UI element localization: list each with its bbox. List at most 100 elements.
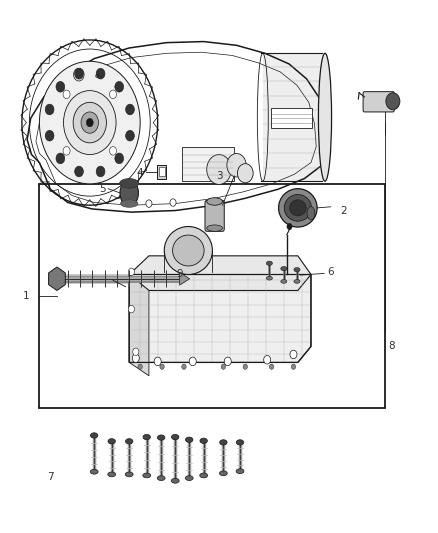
Circle shape (115, 153, 124, 164)
FancyBboxPatch shape (363, 92, 394, 112)
Text: 5: 5 (99, 184, 106, 194)
Ellipse shape (237, 440, 244, 445)
Circle shape (243, 364, 247, 369)
Bar (157, 165, 166, 179)
Ellipse shape (281, 279, 287, 284)
Ellipse shape (90, 433, 98, 438)
Ellipse shape (172, 434, 179, 440)
Circle shape (269, 364, 274, 369)
Circle shape (128, 305, 134, 313)
Text: 1: 1 (23, 291, 30, 301)
Polygon shape (129, 256, 311, 290)
Ellipse shape (164, 227, 212, 274)
Ellipse shape (219, 471, 227, 475)
Circle shape (182, 364, 186, 369)
Ellipse shape (157, 435, 165, 440)
Ellipse shape (90, 470, 98, 474)
Ellipse shape (236, 469, 244, 473)
Circle shape (63, 147, 70, 155)
Circle shape (81, 112, 99, 133)
Ellipse shape (307, 206, 315, 220)
Ellipse shape (266, 261, 272, 265)
Circle shape (154, 357, 161, 366)
Circle shape (126, 104, 134, 115)
Circle shape (160, 364, 164, 369)
Circle shape (45, 131, 54, 141)
Circle shape (221, 364, 226, 369)
Text: 2: 2 (340, 206, 347, 215)
Ellipse shape (120, 180, 138, 206)
Polygon shape (180, 272, 190, 285)
Circle shape (132, 354, 139, 362)
Circle shape (291, 364, 296, 369)
Text: 3: 3 (215, 171, 223, 181)
Circle shape (86, 118, 93, 127)
Circle shape (63, 90, 70, 99)
Circle shape (170, 199, 176, 206)
Circle shape (146, 200, 152, 207)
Ellipse shape (143, 434, 151, 440)
Ellipse shape (294, 268, 300, 272)
Circle shape (138, 364, 142, 369)
Ellipse shape (125, 472, 133, 477)
Bar (159, 167, 165, 176)
Circle shape (126, 131, 134, 141)
Circle shape (207, 155, 231, 184)
Circle shape (237, 164, 253, 183)
Ellipse shape (108, 472, 116, 477)
Circle shape (122, 199, 128, 206)
Ellipse shape (120, 179, 139, 188)
Circle shape (56, 82, 65, 92)
Circle shape (264, 356, 271, 364)
Ellipse shape (157, 476, 165, 481)
Ellipse shape (281, 266, 287, 271)
Ellipse shape (284, 195, 311, 221)
Text: o: o (94, 73, 99, 79)
Circle shape (96, 68, 105, 79)
Circle shape (133, 348, 139, 356)
Circle shape (287, 223, 292, 230)
Ellipse shape (108, 439, 116, 444)
Circle shape (96, 166, 105, 177)
Bar (182, 147, 234, 181)
Ellipse shape (290, 200, 306, 216)
Ellipse shape (185, 437, 193, 442)
Ellipse shape (173, 235, 204, 266)
Polygon shape (49, 267, 65, 290)
Circle shape (74, 166, 83, 177)
Circle shape (74, 68, 83, 79)
Text: 7: 7 (47, 472, 54, 482)
Bar (39, 184, 385, 408)
Polygon shape (129, 274, 311, 362)
Circle shape (189, 357, 196, 366)
Circle shape (74, 68, 84, 81)
Ellipse shape (200, 438, 208, 443)
Ellipse shape (207, 198, 223, 205)
Ellipse shape (171, 479, 179, 483)
Ellipse shape (207, 225, 223, 231)
Polygon shape (129, 274, 149, 376)
Circle shape (45, 104, 54, 115)
Text: 9: 9 (176, 270, 183, 279)
Ellipse shape (120, 200, 138, 207)
Circle shape (110, 147, 117, 155)
Ellipse shape (294, 279, 300, 284)
Ellipse shape (219, 440, 227, 445)
Ellipse shape (200, 473, 208, 478)
Ellipse shape (266, 276, 272, 280)
Circle shape (290, 350, 297, 359)
FancyBboxPatch shape (205, 200, 224, 231)
Ellipse shape (318, 53, 332, 181)
Ellipse shape (125, 439, 133, 444)
Circle shape (115, 82, 124, 92)
Circle shape (224, 357, 231, 366)
Circle shape (39, 61, 140, 184)
Circle shape (73, 102, 106, 143)
Circle shape (56, 153, 65, 164)
Ellipse shape (143, 473, 151, 478)
Ellipse shape (279, 189, 317, 227)
Circle shape (227, 154, 246, 177)
Circle shape (64, 91, 116, 155)
Polygon shape (263, 53, 325, 181)
Ellipse shape (185, 476, 193, 481)
